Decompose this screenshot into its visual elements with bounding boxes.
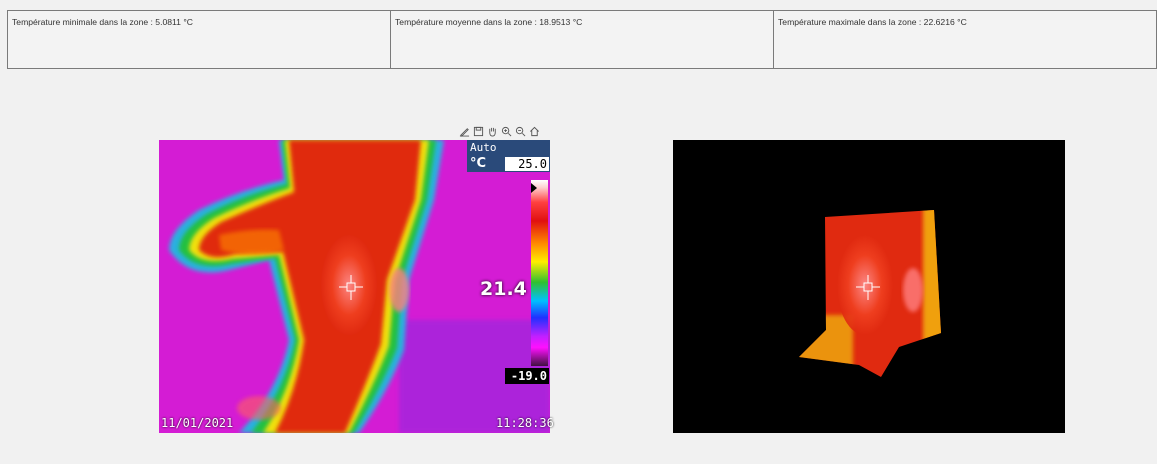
mean-temperature-label: Température moyenne dans la zone : 18.95… [391, 11, 774, 68]
capture-time: 11:28:36 [496, 416, 554, 430]
annotate-icon[interactable] [458, 125, 470, 137]
capture-date: 11/01/2021 [161, 416, 234, 430]
scale-mode-label[interactable]: Auto [470, 141, 497, 154]
max-temperature-label: Température maximale dans la zone : 22.6… [778, 17, 967, 27]
zoom-out-icon[interactable] [514, 125, 526, 137]
zoom-in-icon[interactable] [500, 125, 512, 137]
scale-max-value: 25.0 [505, 157, 549, 171]
pan-hand-icon[interactable] [486, 125, 498, 137]
unit-label: °C [470, 156, 487, 171]
scale-min-value: -19.0 [505, 368, 549, 384]
save-icon[interactable] [472, 125, 484, 137]
masked-zone-image[interactable] [673, 140, 1065, 433]
plot-toolbar [458, 124, 540, 138]
min-temperature-label: Température minimale dans la zone : 5.08… [8, 11, 391, 68]
color-scale-bar [531, 180, 548, 366]
home-icon[interactable] [528, 125, 540, 137]
temperature-stats-bar: Température minimale dans la zone : 5.08… [7, 10, 1157, 69]
spot-temperature-value: 21.4 [480, 278, 527, 300]
scale-marker-icon [531, 183, 537, 193]
